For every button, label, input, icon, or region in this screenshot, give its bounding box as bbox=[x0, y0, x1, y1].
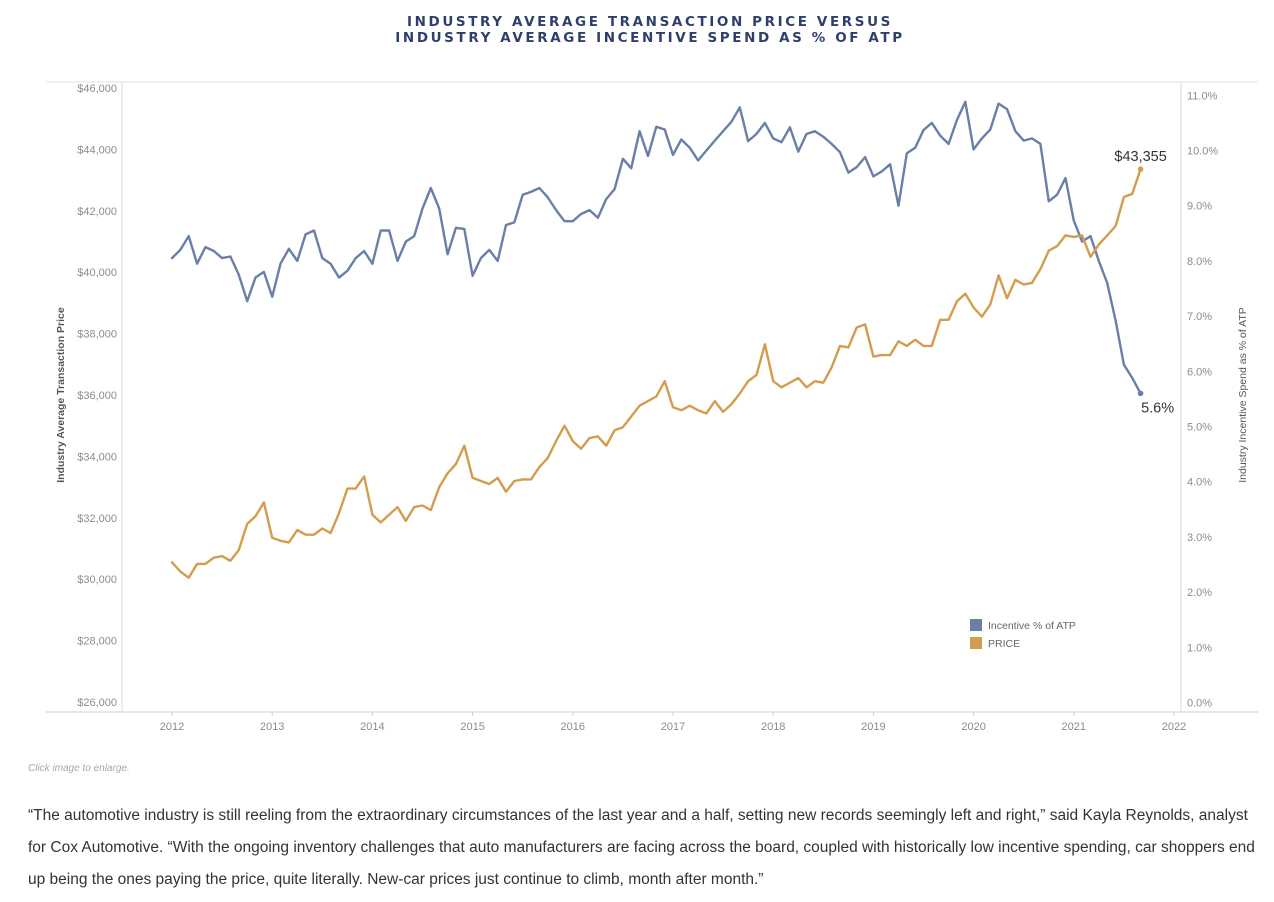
y-right-tick-label: 1.0% bbox=[1187, 642, 1212, 654]
y-left-tick-label: $44,000 bbox=[77, 144, 117, 156]
y-right-axis-title: Industry Incentive Spend as % of ATP bbox=[1237, 307, 1249, 483]
y-right-tick-label: 4.0% bbox=[1187, 477, 1212, 489]
click-to-enlarge-caption: Click image to enlarge. bbox=[28, 763, 130, 774]
analyst-quote: “The automotive industry is still reelin… bbox=[28, 807, 1255, 888]
y-right-tick-label: 7.0% bbox=[1187, 311, 1212, 323]
y-left-tick-label: $34,000 bbox=[77, 451, 117, 463]
x-tick-label: 2012 bbox=[160, 721, 184, 733]
x-tick-label: 2017 bbox=[661, 721, 685, 733]
y-right-tick-label: 9.0% bbox=[1187, 201, 1212, 213]
y-right-tick-label: 0.0% bbox=[1187, 698, 1212, 710]
price-series-line bbox=[170, 168, 1142, 579]
y-left-tick-label: $40,000 bbox=[77, 267, 117, 279]
price-last-point bbox=[1137, 166, 1144, 173]
incentive-end-annotation: 5.6% bbox=[1141, 400, 1174, 416]
y-right-tick-label: 11.0% bbox=[1187, 90, 1218, 102]
price-end-annotation: $43,355 bbox=[1114, 149, 1166, 165]
y-left-tick-label: $38,000 bbox=[77, 329, 117, 341]
y-left-tick-label: $28,000 bbox=[77, 636, 117, 648]
y-right-tick-label: 3.0% bbox=[1187, 532, 1212, 544]
x-tick-label: 2020 bbox=[961, 721, 985, 733]
y-right-tick-label: 2.0% bbox=[1187, 587, 1212, 599]
y-left-tick-label: $36,000 bbox=[77, 390, 117, 402]
y-left-tick-label: $26,000 bbox=[77, 697, 117, 709]
legend-swatch bbox=[970, 619, 982, 631]
y-right-tick-label: 10.0% bbox=[1187, 146, 1218, 158]
incentive-last-point bbox=[1137, 390, 1144, 397]
x-tick-label: 2022 bbox=[1162, 721, 1186, 733]
chart-title-line-2: INDUSTRY AVERAGE INCENTIVE SPEND AS % OF… bbox=[395, 30, 905, 46]
y-right-tick-label: 8.0% bbox=[1187, 256, 1212, 268]
legend-swatch bbox=[970, 637, 982, 649]
x-tick-label: 2019 bbox=[861, 721, 885, 733]
incentive-series-line bbox=[170, 100, 1142, 395]
x-tick-label: 2015 bbox=[460, 721, 484, 733]
chart-title: INDUSTRY AVERAGE TRANSACTION PRICE VERSU… bbox=[0, 14, 1274, 46]
chart-title-line-1: INDUSTRY AVERAGE TRANSACTION PRICE VERSU… bbox=[407, 14, 893, 30]
y-left-tick-label: $30,000 bbox=[77, 574, 117, 586]
y-left-tick-label: $32,000 bbox=[77, 513, 117, 525]
legend-label: Incentive % of ATP bbox=[988, 620, 1076, 632]
legend-label: PRICE bbox=[988, 638, 1020, 650]
x-tick-label: 2014 bbox=[360, 721, 384, 733]
y-right-tick-label: 5.0% bbox=[1187, 422, 1212, 434]
y-left-tick-label: $42,000 bbox=[77, 206, 117, 218]
x-tick-label: 2016 bbox=[561, 721, 585, 733]
y-left-axis-title: Industry Average Transaction Price bbox=[55, 307, 67, 483]
y-left-tick-label: $46,000 bbox=[77, 83, 117, 95]
dual-axis-line-chart[interactable]: $26,000 $28,000 $30,000 $32,000 $34,000 $36,0… bbox=[0, 0, 1274, 760]
x-tick-label: 2021 bbox=[1062, 721, 1086, 733]
x-tick-label: 2018 bbox=[761, 721, 785, 733]
x-tick-label: 2013 bbox=[260, 721, 284, 733]
y-right-tick-label: 6.0% bbox=[1187, 366, 1212, 378]
